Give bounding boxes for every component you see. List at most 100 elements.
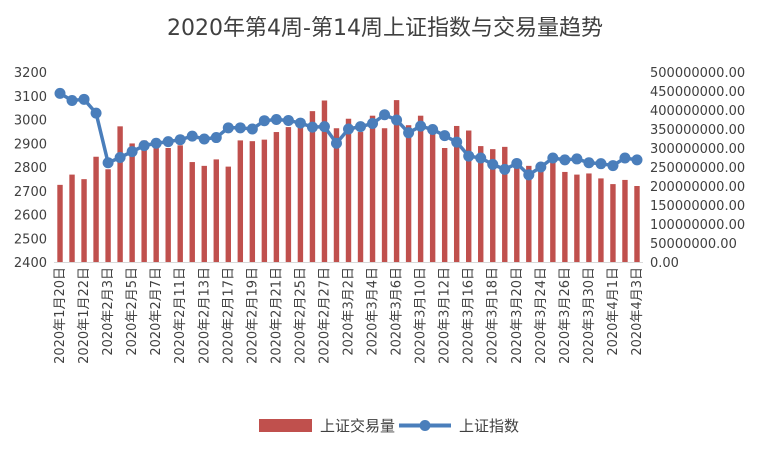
volume-bar — [321, 100, 328, 262]
volume-bar — [117, 126, 123, 262]
index-point — [343, 123, 354, 135]
y-right-tick-label: 0.00 — [650, 256, 679, 271]
volume-bar — [586, 173, 592, 262]
index-point — [607, 160, 619, 172]
index-point — [114, 152, 126, 163]
index-point — [427, 123, 439, 135]
volume-bar — [273, 132, 280, 262]
chart-title: 2020年第4周-第14周上证指数与交易量趋势 — [167, 16, 603, 41]
index-point — [318, 121, 330, 133]
volume-bar — [357, 132, 364, 262]
x-tick-label: 2020年2月11日 — [173, 267, 188, 364]
index-point — [78, 93, 90, 105]
x-tick-label: 2020年3月10日 — [414, 267, 429, 364]
volume-bar — [153, 142, 159, 262]
index-point — [415, 120, 427, 132]
volume-bar — [345, 118, 352, 263]
index-point — [439, 130, 451, 142]
volume-bar — [189, 162, 195, 262]
volume-bar — [381, 128, 388, 262]
index-point — [162, 136, 174, 148]
y-left-tick-label: 3200 — [14, 66, 47, 81]
volume-bar — [490, 149, 496, 262]
y-right-tick-label: 50000000.00 — [650, 237, 737, 252]
volume-bar — [333, 128, 340, 262]
volume-bar — [550, 158, 556, 262]
volume-bar — [562, 171, 568, 262]
x-tick-label: 2020年4月1日 — [606, 267, 621, 356]
volume-bar — [405, 125, 412, 262]
legend-index-label: 上证指数 — [459, 417, 519, 435]
volume-bar — [93, 156, 99, 262]
x-tick-label: 2020年2月5日 — [125, 267, 140, 356]
x-tick-label: 2020年3月16日 — [462, 267, 477, 364]
index-point — [258, 115, 270, 127]
volume-bars — [57, 100, 640, 263]
index-point — [559, 154, 571, 166]
legend-volume-swatch — [259, 419, 312, 432]
index-point — [66, 95, 78, 106]
legend-volume-label: 上证交易量 — [320, 417, 395, 435]
volume-bar — [165, 148, 171, 262]
index-point — [126, 146, 138, 158]
volume-bar — [429, 127, 436, 262]
x-tick-label: 2020年2月21日 — [269, 267, 284, 364]
index-point — [403, 127, 415, 139]
volume-bar — [634, 186, 640, 262]
index-point — [138, 140, 150, 152]
index-point — [54, 87, 66, 99]
y-right-tick-label: 250000000.00 — [650, 161, 745, 176]
volume-bar — [526, 165, 532, 262]
index-line — [54, 87, 643, 181]
index-point — [186, 130, 198, 142]
index-point — [246, 123, 258, 135]
volume-bar — [297, 125, 304, 263]
index-point — [631, 154, 643, 166]
index-point — [595, 158, 607, 170]
index-point — [379, 109, 391, 121]
volume-bar — [309, 111, 316, 262]
index-point — [547, 152, 559, 164]
index-point — [330, 137, 342, 149]
index-point — [499, 163, 511, 175]
legend: 上证交易量 上证指数 — [259, 417, 519, 435]
index-point — [210, 132, 222, 144]
volume-bar — [213, 159, 219, 262]
volume-bar — [237, 140, 244, 262]
y-right-tick-label: 450000000.00 — [650, 85, 745, 100]
y-right-tick-label: 350000000.00 — [650, 123, 745, 138]
index-point — [475, 152, 487, 164]
index-point — [571, 153, 583, 165]
volume-bar — [57, 184, 63, 262]
x-tick-label: 2020年3月4日 — [366, 267, 381, 356]
volume-bar — [441, 148, 448, 262]
volume-bar — [465, 130, 472, 262]
volume-bar — [249, 141, 256, 262]
index-point — [511, 157, 523, 169]
index-point — [150, 137, 162, 149]
index-point — [451, 136, 463, 148]
y-left-tick-label: 2700 — [14, 185, 47, 200]
y-right-tick-label: 150000000.00 — [650, 199, 745, 214]
index-point — [174, 134, 186, 146]
x-tick-label: 2020年3月12日 — [438, 267, 453, 364]
volume-bar — [69, 174, 75, 262]
x-tick-label: 2020年3月18日 — [486, 267, 501, 364]
x-tick-label: 2020年3月2日 — [342, 267, 357, 356]
index-point — [583, 157, 595, 169]
index-point — [294, 117, 306, 129]
volume-bar — [201, 165, 207, 262]
volume-bar — [285, 127, 292, 262]
volume-bar — [393, 100, 400, 263]
y-right-tick-label: 500000000.00 — [650, 66, 745, 81]
volume-bar — [129, 143, 135, 262]
y-left-tick-label: 2400 — [14, 256, 47, 271]
index-point — [367, 118, 379, 130]
legend-index-marker — [419, 420, 431, 431]
index-point — [282, 114, 294, 126]
x-tick-label: 2020年2月7日 — [149, 267, 164, 356]
index-point — [535, 161, 547, 173]
index-point — [355, 121, 367, 133]
x-tick-label: 2020年4月3日 — [630, 267, 645, 356]
x-axis: 2020年1月20日 2020年1月22日 2020年2月3日 2020年2月5日 20… — [53, 262, 645, 364]
